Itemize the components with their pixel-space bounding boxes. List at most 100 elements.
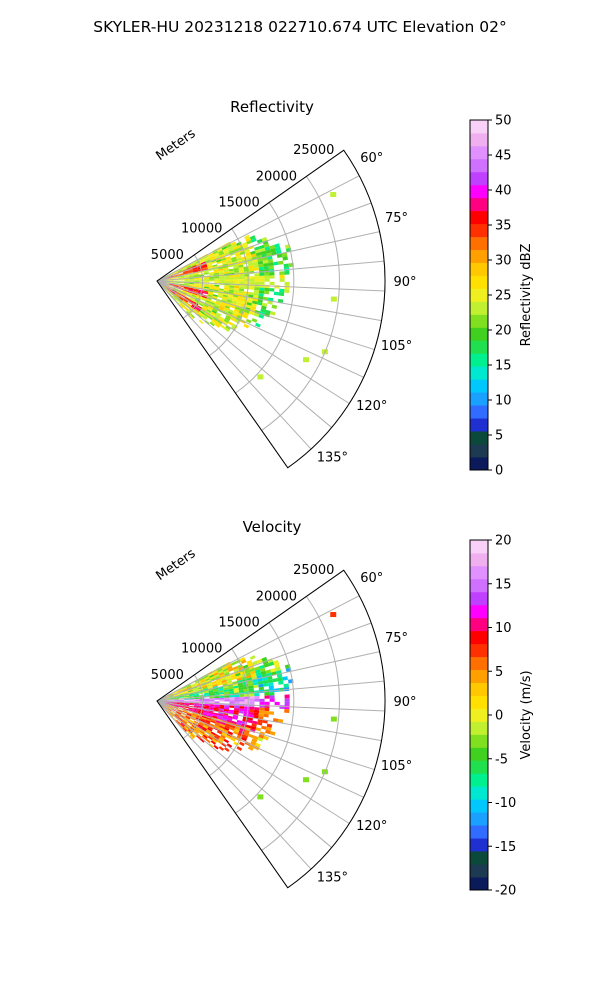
radar-gate (208, 734, 214, 739)
radar-gate (248, 291, 254, 296)
radar-gate (246, 254, 252, 259)
radar-gate (198, 710, 204, 714)
radar-gate (284, 701, 290, 706)
radar-gate (183, 286, 189, 289)
azimuth-gridline (156, 280, 385, 292)
radar-gate (174, 699, 180, 701)
radar-gate (191, 685, 197, 688)
radar-gate (192, 290, 199, 293)
radar-gate (203, 272, 209, 275)
radar-gate (254, 693, 260, 697)
radar-gate (188, 693, 194, 696)
radar-gate (197, 711, 203, 715)
radar-gate (268, 262, 274, 267)
radar-gate (163, 697, 169, 700)
radar-gate (211, 318, 218, 324)
radar-gate (218, 307, 224, 311)
radar-gate (237, 243, 243, 249)
radar-gate (283, 263, 289, 268)
radar-gate (222, 296, 228, 300)
radar-gate (218, 738, 224, 743)
radar-gate (226, 243, 232, 248)
radar-gate (214, 675, 221, 680)
radar-gate (233, 730, 239, 735)
azimuth-gridline (156, 175, 360, 282)
radar-gate (208, 674, 215, 678)
radar-gate (238, 264, 244, 268)
radar-gate (212, 684, 218, 688)
radar-gate (194, 695, 200, 698)
radar-gate (282, 676, 288, 681)
radar-gate (168, 275, 174, 278)
radar-gate (222, 265, 229, 269)
radar-gate (261, 725, 267, 730)
colorbar-tick-label: 5 (495, 429, 503, 444)
radar-gate (193, 709, 199, 712)
radar-gate (221, 246, 228, 251)
radar-gate (207, 292, 213, 296)
radar-gate (233, 708, 240, 711)
radar-gate (274, 285, 280, 289)
radar-gate (219, 706, 225, 709)
radar-gate (244, 281, 250, 285)
radar-gate (211, 309, 217, 314)
radar-gate (259, 287, 265, 291)
radar-gate (227, 684, 234, 688)
colorbar-bin (470, 132, 488, 147)
radar-gate (183, 692, 189, 695)
radar-gate (184, 704, 190, 706)
radar-gate (208, 690, 214, 693)
colorbar-tick-label: 40 (495, 184, 512, 199)
radar-gate (243, 732, 249, 737)
radar-gate (275, 246, 281, 252)
colorbar-bin (470, 223, 488, 238)
radar-gate (228, 270, 235, 274)
radar-gate (212, 715, 218, 719)
radar-gate (193, 309, 199, 314)
radar-gate (196, 715, 202, 719)
radar-gate (189, 280, 195, 282)
radar-gate (164, 702, 169, 705)
radar-gate (190, 725, 196, 730)
radar-gate (254, 281, 260, 285)
radar-gate (213, 707, 220, 711)
radar-gate (212, 250, 219, 255)
radar-gate (200, 261, 207, 265)
radar-gate (194, 703, 200, 705)
radar-gate (180, 293, 186, 297)
radar-gate (219, 277, 225, 280)
radar-gate (219, 316, 225, 321)
radar-gate (188, 728, 194, 733)
radar-gate (210, 731, 216, 736)
radar-gate (238, 267, 244, 271)
radar-gate (224, 695, 230, 698)
radar-gate (209, 696, 215, 699)
radar-gate (218, 266, 224, 270)
radar-gate (191, 732, 196, 738)
radar-gate (181, 267, 187, 271)
radar-gate (219, 305, 225, 310)
radar-gate (251, 723, 257, 728)
radar-gate (253, 312, 260, 318)
radar-gate (199, 698, 205, 701)
radar-gate (204, 721, 210, 725)
radial-axis-label: Meters (153, 546, 198, 584)
panel-title: Reflectivity (230, 98, 314, 116)
radar-gate (264, 695, 270, 699)
radar-gate (229, 281, 235, 284)
radar-gate (194, 700, 200, 702)
azimuth-tick-label: 105° (381, 759, 412, 774)
azimuth-gridline (156, 700, 332, 848)
radar-gate (214, 323, 221, 328)
radar-gate (224, 277, 230, 280)
radar-gate (231, 298, 238, 303)
radar-gate (184, 306, 189, 311)
radar-gate (187, 688, 193, 692)
radar-gate (204, 676, 210, 681)
radar-gate (182, 290, 188, 293)
radar-gate (201, 307, 207, 312)
radar-gate (216, 716, 223, 721)
radar-gate (167, 287, 173, 290)
radar-gate (188, 275, 195, 277)
radar-gate (279, 274, 285, 279)
